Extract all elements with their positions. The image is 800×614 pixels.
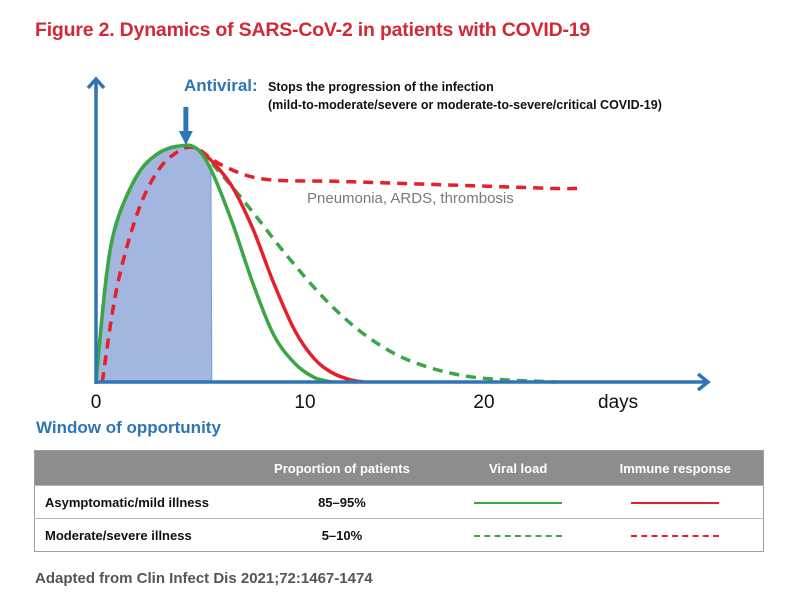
antiviral-arrow-head bbox=[178, 131, 193, 145]
legend-header-row: Proportion of patients Viral load Immune… bbox=[34, 450, 764, 486]
row-label: Moderate/severe illness bbox=[34, 518, 235, 552]
header-immune-response: Immune response bbox=[587, 450, 764, 486]
complications-annotation: Pneumonia, ARDS, thrombosis bbox=[307, 190, 514, 207]
source-citation: Adapted from Clin Infect Dis 2021;72:146… bbox=[35, 570, 373, 587]
row-proportion: 85–95% bbox=[235, 485, 449, 519]
antiviral-description-line2: (mild-to-moderate/severe or moderate-to-… bbox=[268, 98, 662, 112]
row-label: Asymptomatic/mild illness bbox=[34, 485, 235, 519]
legend-table: Proportion of patients Viral load Immune… bbox=[34, 450, 764, 552]
chart bbox=[86, 76, 711, 392]
viral-load-solid-line bbox=[94, 143, 333, 384]
viral-load-dashed-swatch bbox=[474, 535, 563, 538]
window-of-opportunity-area bbox=[95, 144, 213, 383]
header-blank bbox=[34, 450, 235, 486]
figure-title: Figure 2. Dynamics of SARS-CoV-2 in pati… bbox=[35, 19, 591, 41]
x-tick-label: 10 bbox=[294, 392, 316, 413]
x-axis-label: days bbox=[598, 392, 639, 413]
immune-response-dashed-swatch bbox=[631, 535, 720, 538]
table-row: Asymptomatic/mild illness 85–95% bbox=[34, 485, 764, 519]
window-of-opportunity-label: Window of opportunity bbox=[36, 418, 221, 437]
table-row: Moderate/severe illness 5–10% bbox=[34, 518, 764, 552]
header-viral-load: Viral load bbox=[448, 450, 588, 486]
x-tick-label: 0 bbox=[90, 392, 102, 413]
y-axis-arrowhead bbox=[86, 76, 106, 90]
x-axis-arrowhead bbox=[696, 372, 711, 392]
viral-load-solid-swatch bbox=[474, 502, 563, 505]
immune-response-solid-swatch bbox=[631, 502, 720, 505]
x-tick-label: 20 bbox=[473, 392, 495, 413]
row-proportion: 5–10% bbox=[235, 518, 449, 552]
antiviral-description-line1: Stops the progression of the infection bbox=[268, 80, 494, 94]
header-proportion: Proportion of patients bbox=[235, 450, 449, 486]
antiviral-label: Antiviral: bbox=[184, 76, 258, 95]
immune-response-dashed-line bbox=[100, 145, 578, 383]
immune-response-solid-line bbox=[195, 146, 365, 384]
